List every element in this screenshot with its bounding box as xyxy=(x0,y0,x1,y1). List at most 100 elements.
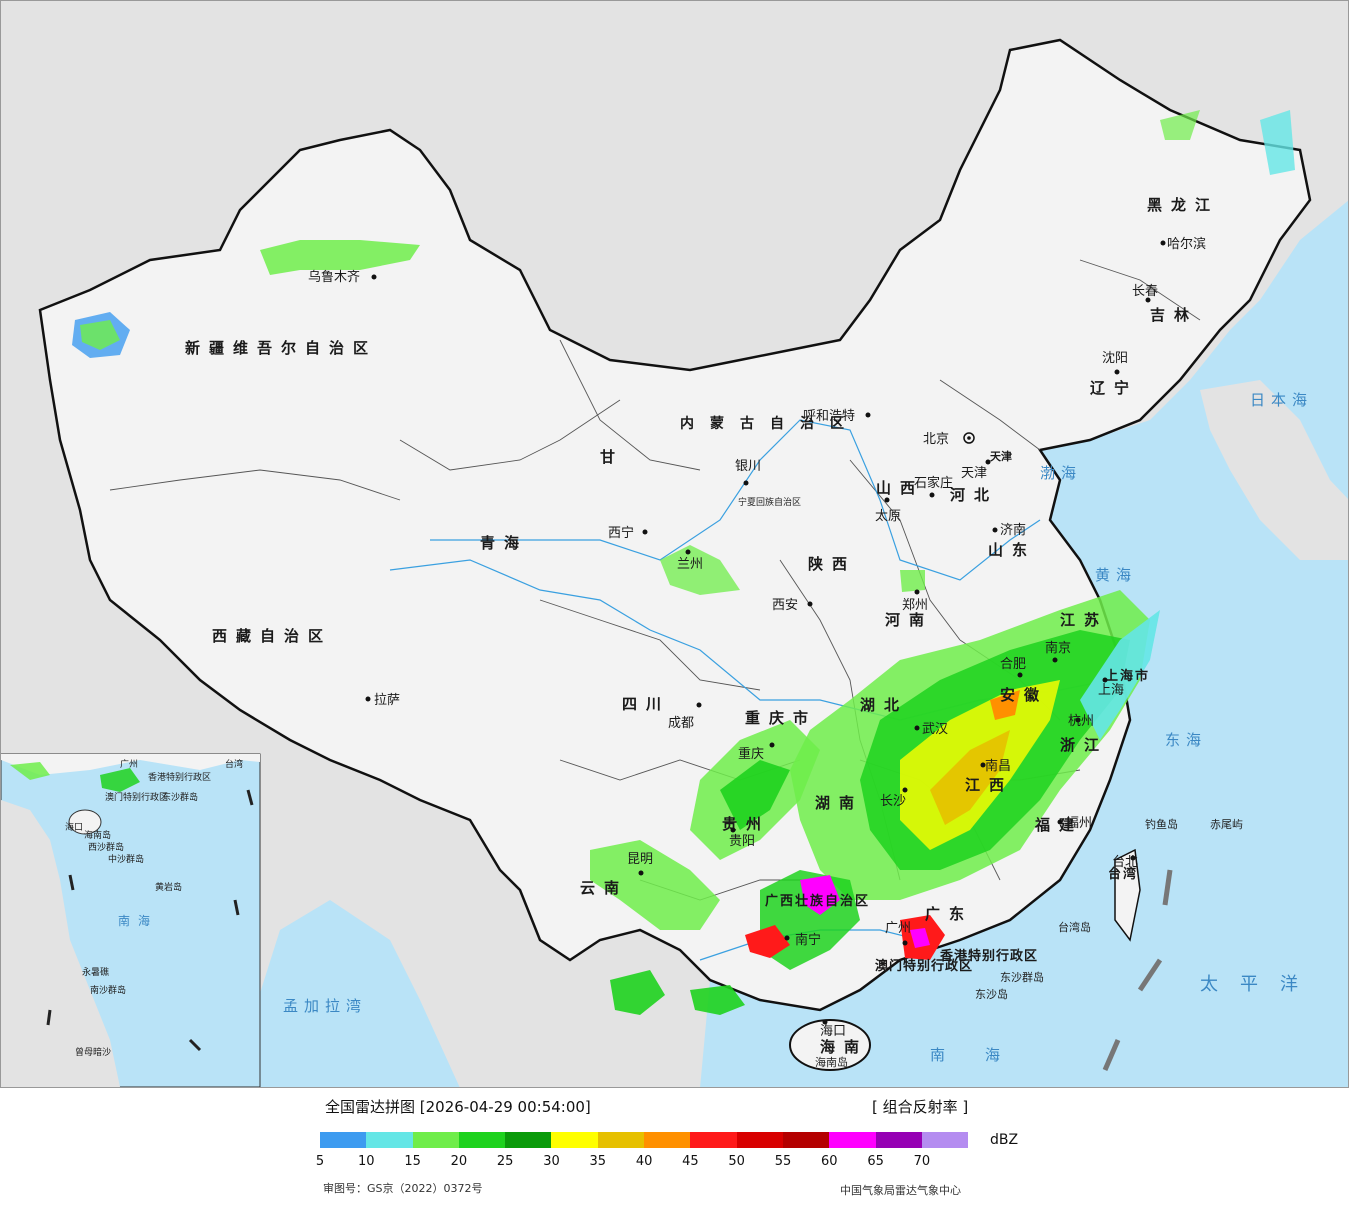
map-approval-number: 审图号：GS京（2022）0372号 xyxy=(323,1182,483,1195)
province-label: 河北 xyxy=(950,486,998,504)
inset-label: 南海 xyxy=(118,913,158,928)
city-label: 太原 xyxy=(875,509,901,524)
province-label: 辽宁 xyxy=(1090,379,1138,397)
sea-label: 南海 xyxy=(930,1046,1040,1064)
legend-panel: 全国雷达拼图 [2026-04-29 00:54:00] [ 组合反射率 ] d… xyxy=(0,1088,1349,1208)
province-label: 安徽 xyxy=(1000,686,1048,704)
city-label: 长沙 xyxy=(880,794,906,809)
color-scale-tick: 65 xyxy=(867,1154,884,1169)
city-label: 兰州 xyxy=(677,557,703,572)
korea-japan-land xyxy=(1200,380,1349,560)
island-label: 东沙群岛 xyxy=(1000,970,1044,984)
province-label: 山西 xyxy=(876,479,924,497)
inset-label: 黄岩岛 xyxy=(155,881,182,893)
province-label: 青海 xyxy=(480,534,528,552)
color-swatch xyxy=(412,1132,459,1148)
city-label: 南宁 xyxy=(795,932,821,948)
color-scale-tick: 60 xyxy=(821,1154,838,1169)
map-canvas: 新疆维吾尔自治区 西藏自治区 青海 甘 四川 云南 贵州 重庆市 陕西 山西 河… xyxy=(0,0,1349,1088)
inset-label: 曾母暗沙 xyxy=(75,1046,111,1058)
city-label: 海口 xyxy=(820,1024,846,1039)
color-swatch xyxy=(921,1132,969,1148)
taiwan-island xyxy=(1114,848,1141,942)
city-label: 银川 xyxy=(735,459,761,474)
legend-title: 全国雷达拼图 [2026-04-29 00:54:00] xyxy=(325,1098,591,1116)
province-label: 西藏自治区 xyxy=(212,627,332,645)
color-swatch xyxy=(875,1132,922,1148)
province-label: 内蒙古自治区 xyxy=(680,415,860,432)
color-swatch xyxy=(551,1132,598,1148)
sea-label: 东海 xyxy=(1165,731,1207,749)
city-label: 乌鲁木齐 xyxy=(308,269,360,285)
province-label: 香港特别行政区 xyxy=(939,948,1038,964)
island-label: 钓鱼岛 xyxy=(1145,817,1178,831)
sea-label: 太平洋 xyxy=(1200,974,1320,995)
city-label: 台北 xyxy=(1112,855,1138,870)
radar-echoes xyxy=(72,110,1295,1015)
city-label: 西安 xyxy=(772,598,798,613)
city-label: 杭州 xyxy=(1068,714,1094,729)
province-label: 福建 xyxy=(1034,816,1083,834)
province-label: 江西 xyxy=(965,776,1013,794)
city-label: 郑州 xyxy=(902,598,928,613)
color-swatch xyxy=(736,1132,783,1148)
city-label: 福州 xyxy=(1066,816,1092,831)
color-scale-bar xyxy=(320,1132,969,1148)
color-swatch xyxy=(690,1132,737,1148)
province-label: 贵州 xyxy=(722,815,770,833)
inset-label: 中沙群岛 xyxy=(108,853,144,865)
island-labels: 钓鱼岛 赤尾屿 东沙群岛 东沙岛 海南岛 台湾岛 xyxy=(815,817,1243,1069)
city-label: 哈尔滨 xyxy=(1167,236,1206,252)
boundary-dashes xyxy=(1102,869,1173,1071)
color-swatch xyxy=(597,1132,645,1148)
province-label: 陕西 xyxy=(808,555,856,573)
color-scale-tick: 30 xyxy=(543,1154,560,1169)
island-label: 海南岛 xyxy=(815,1055,848,1069)
inset-label: 广州 xyxy=(120,758,138,770)
color-scale-tick: 15 xyxy=(404,1154,421,1169)
island-label: 赤尾屿 xyxy=(1210,818,1243,831)
inset-label: 南沙群岛 xyxy=(90,984,126,996)
color-swatch xyxy=(644,1132,691,1148)
province-label: 湖北 xyxy=(860,696,908,714)
city-label: 北京 xyxy=(923,432,949,447)
hainan-island xyxy=(789,1019,871,1071)
province-label: 浙江 xyxy=(1060,736,1108,754)
inset-label: 海口 xyxy=(65,821,83,833)
sea-labels: 日本海 渤海 黄海 东海 南海 太平洋 孟加拉湾 xyxy=(283,391,1320,1064)
sea-label: 黄海 xyxy=(1095,566,1137,584)
province-label: 河南 xyxy=(885,611,933,629)
color-scale-tick: 45 xyxy=(682,1154,699,1169)
province-label: 湖南 xyxy=(815,794,863,812)
province-label: 宁夏回族自治区 xyxy=(738,496,801,508)
province-label: 甘 xyxy=(600,448,624,466)
color-scale-tick: 50 xyxy=(728,1154,745,1169)
sea-label: 孟加拉湾 xyxy=(283,997,367,1015)
inset-label: 台湾 xyxy=(225,758,243,770)
sea-area xyxy=(700,0,1349,1088)
color-scale-tick: 55 xyxy=(774,1154,792,1169)
province-label: 澳门特别行政区 xyxy=(875,958,973,974)
city-label: 济南 xyxy=(1000,522,1026,538)
city-label: 长春 xyxy=(1132,284,1158,299)
island-label: 东沙岛 xyxy=(975,987,1008,1001)
city-label: 天津 xyxy=(961,466,987,481)
city-label: 合肥 xyxy=(1000,657,1026,672)
province-label: 黑龙江 xyxy=(1147,196,1219,214)
city-label: 贵阳 xyxy=(729,834,755,849)
sea-label: 日本海 xyxy=(1250,391,1313,409)
province-label: 山东 xyxy=(988,541,1036,559)
city-label: 石家庄 xyxy=(914,475,953,491)
color-swatch xyxy=(782,1132,830,1148)
city-label: 武汉 xyxy=(922,722,948,737)
city-labels: 乌鲁木齐 拉萨 西宁 兰州 银川 呼和浩特 北京 天津 石家庄 太原 济南 郑州… xyxy=(308,236,1206,1039)
province-label: 广西壮族自治区 xyxy=(765,893,870,909)
city-label: 西宁 xyxy=(608,525,634,541)
inset-label: 东沙群岛 xyxy=(162,791,198,803)
city-label: 昆明 xyxy=(627,852,653,867)
inset-label: 西沙群岛 xyxy=(88,841,124,853)
province-label: 上海市 xyxy=(1105,668,1150,684)
city-label: 成都 xyxy=(668,716,694,731)
bay-of-bengal xyxy=(230,900,460,1088)
province-label: 海南 xyxy=(820,1038,868,1056)
